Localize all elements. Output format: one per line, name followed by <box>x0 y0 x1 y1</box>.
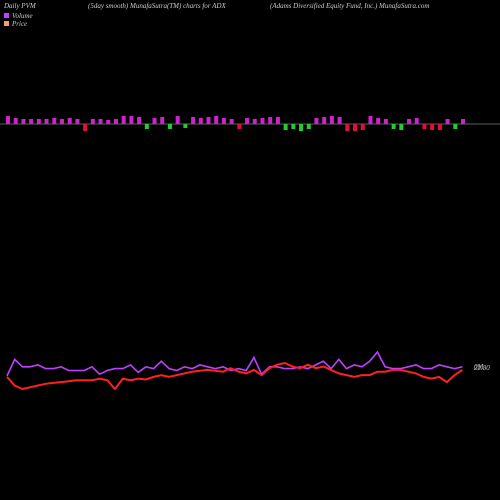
pvm-bar <box>75 119 80 124</box>
pvm-bar <box>113 119 118 124</box>
pvm-bar <box>221 118 226 124</box>
pvm-bar <box>322 117 327 124</box>
pvm-bar <box>137 117 142 124</box>
pvm-bar <box>237 124 242 129</box>
pvm-bar <box>437 124 442 130</box>
pvm-bar <box>252 119 257 124</box>
pvm-bar <box>191 117 196 124</box>
pvm-bar <box>260 118 265 124</box>
pvm-bar <box>198 118 203 124</box>
pvm-bar <box>98 119 103 124</box>
pvm-bar <box>106 120 111 124</box>
pvm-bar <box>268 117 273 124</box>
pvm-bar <box>36 119 41 124</box>
pvm-bar <box>461 119 465 124</box>
pvm-bar <box>21 119 26 124</box>
series-line <box>6 361 463 391</box>
pvm-bar <box>44 119 49 124</box>
pvm-bar <box>6 116 10 124</box>
pvm-bar <box>353 124 358 131</box>
legend-swatch <box>4 21 9 26</box>
pvm-bar <box>453 124 458 129</box>
chart-title: Daily PVM <box>3 2 37 10</box>
pvm-bar <box>360 124 365 130</box>
pvm-bar <box>329 116 334 124</box>
pvm-bar <box>183 124 188 128</box>
pvm-bar <box>422 124 427 129</box>
series-line <box>6 350 463 377</box>
pvm-bar <box>445 119 450 124</box>
pvm-bar <box>52 118 57 124</box>
pvm-bar <box>430 124 435 130</box>
pvm-bar <box>206 117 211 124</box>
pvm-bar <box>229 119 234 124</box>
pvm-bar <box>345 124 350 131</box>
pvm-bar <box>399 124 404 130</box>
pvm-bar <box>275 117 280 124</box>
pvm-bar <box>314 118 319 124</box>
pvm-bar <box>214 116 219 124</box>
pvm-bar <box>299 124 304 131</box>
pvm-bar <box>90 119 95 124</box>
pvm-bar <box>337 117 342 124</box>
pvm-bar <box>383 119 388 124</box>
pvm-bar <box>407 119 412 124</box>
chart-subtitle: (5day smooth) MunafaSutra(TM) charts for… <box>88 2 226 10</box>
pvm-bar <box>59 119 64 124</box>
pvm-bar <box>129 116 134 124</box>
pvm-bar <box>121 116 126 124</box>
pvm-bar <box>160 117 165 124</box>
pvm-bar <box>245 118 250 124</box>
company-name: (Adams Diversified Equity Fund, Inc.) Mu… <box>270 2 429 10</box>
legend-swatch <box>4 13 9 18</box>
pvm-bar <box>376 118 381 124</box>
pvm-bar <box>175 116 180 124</box>
pvm-bar <box>144 124 149 129</box>
end-label: 22.80 <box>474 364 490 372</box>
pvm-bar <box>29 119 34 124</box>
pvm-bar <box>67 118 72 124</box>
pvm-bar <box>306 124 311 129</box>
pvm-bar <box>83 124 88 131</box>
pvm-bar <box>391 124 396 129</box>
pvm-bar <box>368 116 373 124</box>
legend-label: Price <box>11 20 27 28</box>
end-label: 0M <box>474 363 485 371</box>
pvm-bar <box>13 118 18 124</box>
pvm-bar <box>291 124 296 129</box>
pvm-bar <box>414 118 419 124</box>
pvm-bar <box>283 124 288 130</box>
legend-label: Volume <box>12 12 33 20</box>
pvm-bar <box>152 118 157 124</box>
pvm-bar <box>167 124 172 129</box>
